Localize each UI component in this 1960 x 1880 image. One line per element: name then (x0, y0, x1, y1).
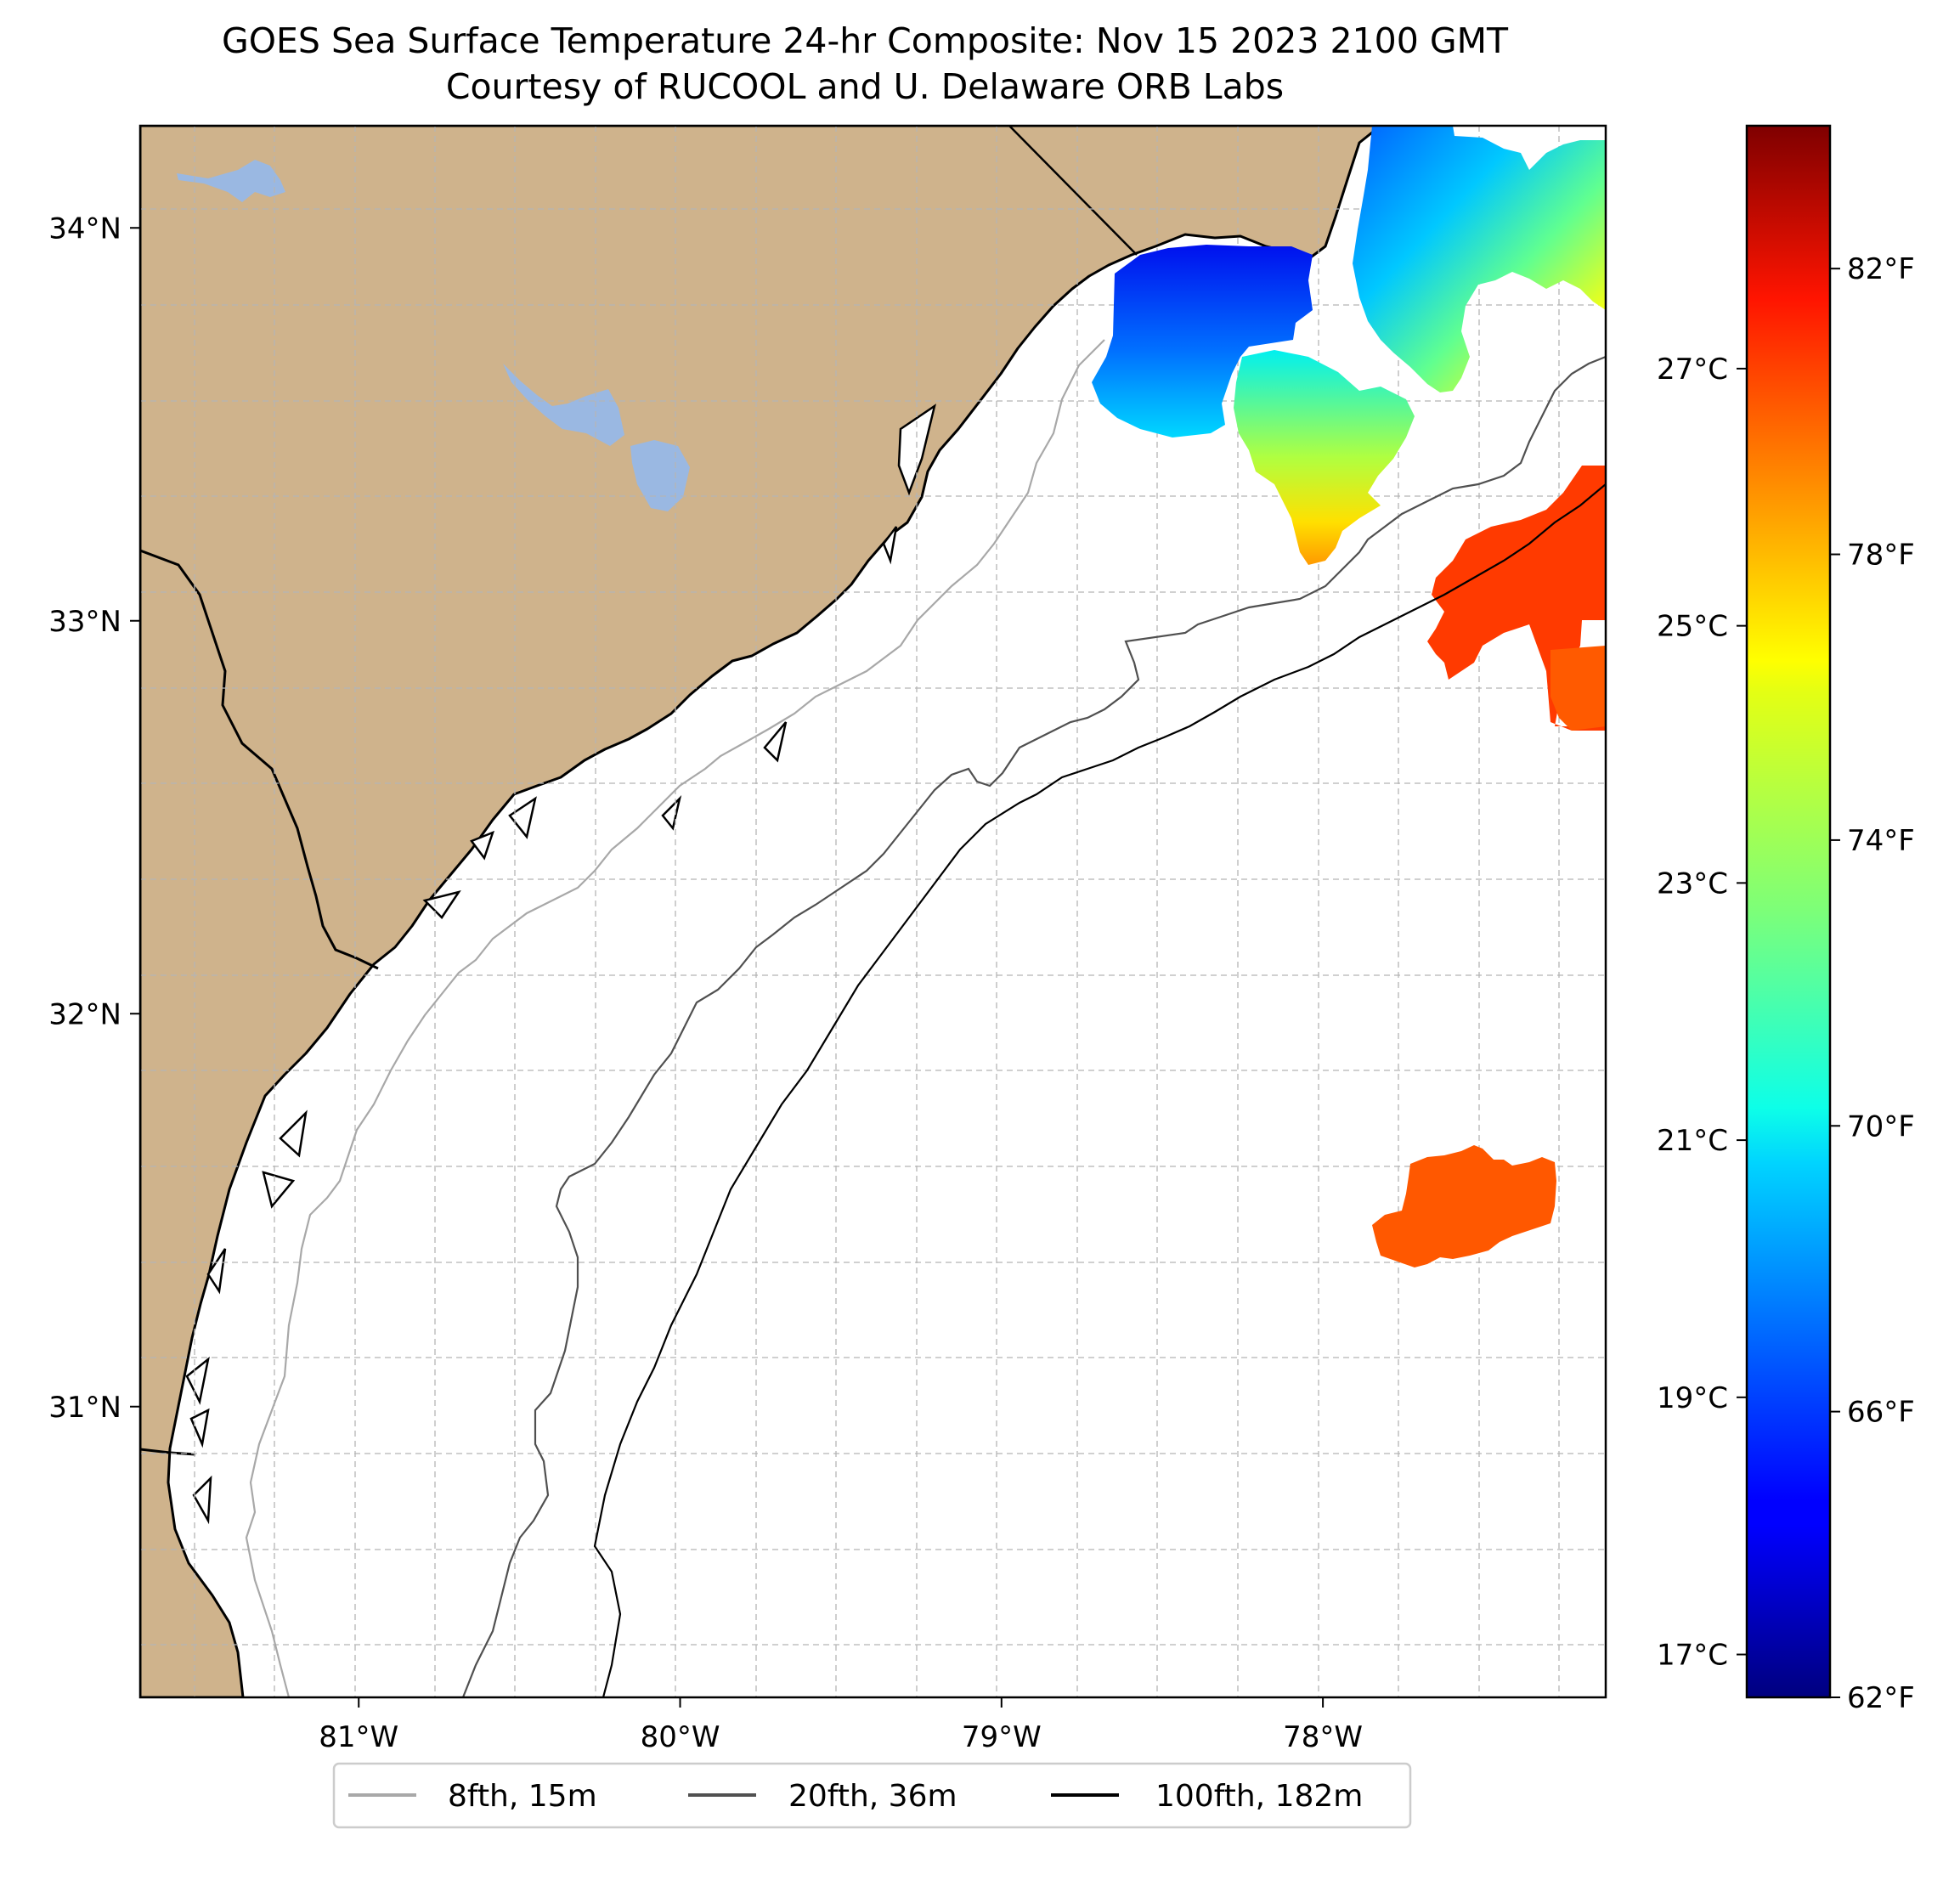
isobath-100fth (593, 483, 1606, 1697)
cold-patch-northwest (1092, 245, 1313, 438)
lat-axis: 34°N 33°N 32°N 31°N (48, 212, 140, 1425)
lon-tick-label: 78°W (1283, 1720, 1363, 1754)
lon-tick-label: 80°W (641, 1720, 720, 1754)
isobath-8fth (245, 339, 1105, 1697)
isobath-20fth (461, 355, 1606, 1697)
gulf-stream-patch-east-b (1550, 646, 1606, 731)
map-frame (138, 124, 1607, 1699)
colorbar-c-label: 25°C (1657, 610, 1728, 644)
colorbar-c-label: 19°C (1657, 1381, 1728, 1415)
land (140, 126, 1382, 1697)
warm-patch-south (1372, 1145, 1556, 1267)
colorbar-f-label: 66°F (1847, 1396, 1915, 1430)
legend-box (332, 1762, 1412, 1829)
coastal-islands (185, 404, 936, 1525)
legend: 8fth, 15m 20fth, 36m 100fth, 182m (332, 1762, 1412, 1829)
lon-tick-label: 79°W (962, 1720, 1042, 1754)
legend-label-20fth: 20fth, 36m (788, 1779, 957, 1814)
lake-moultrie (503, 364, 624, 446)
lat-tick-label: 31°N (48, 1391, 121, 1425)
title-line2: Courtesy of RUCOOL and U. Delaware ORB L… (446, 66, 1284, 107)
lat-tick-label: 34°N (48, 212, 121, 246)
gridlines (140, 126, 1606, 1697)
lon-tick-label: 81°W (319, 1720, 398, 1754)
colorbar (1745, 124, 1832, 1699)
colorbar-c-label: 23°C (1657, 867, 1728, 900)
colorbar-f-label: 78°F (1847, 539, 1915, 573)
cool-patch-central (1234, 350, 1415, 565)
colorbar-c-label: 21°C (1657, 1124, 1728, 1158)
lon-axis: 81°W 80°W 79°W 78°W (319, 1697, 1363, 1754)
lat-tick-label: 33°N (48, 605, 121, 639)
colorbar-f-label: 74°F (1847, 824, 1915, 858)
colorbar-c-label: 27°C (1657, 353, 1728, 387)
colorbar-f-label: 82°F (1847, 252, 1915, 286)
legend-label-8fth: 8fth, 15m (448, 1779, 597, 1814)
cool-patch-northeast (1353, 126, 1606, 392)
legend-label-100fth: 100fth, 182m (1155, 1779, 1363, 1814)
colorbar-f-label: 70°F (1847, 1109, 1915, 1143)
colorbar-f-axis: 62°F 66°F 70°F 74°F 78°F 82°F (1830, 252, 1915, 1715)
colorbar-c-label: 17°C (1657, 1639, 1728, 1673)
map-panel (140, 126, 1606, 1697)
lat-tick-label: 32°N (48, 997, 121, 1031)
colorbar-c-axis: 17°C 19°C 21°C 23°C 25°C 27°C (1657, 353, 1747, 1673)
colorbar-f-label: 62°F (1847, 1681, 1915, 1715)
title-line1: GOES Sea Surface Temperature 24-hr Compo… (222, 20, 1509, 61)
lake-marion (177, 160, 285, 202)
nc-sc-boundary (1008, 126, 1138, 256)
